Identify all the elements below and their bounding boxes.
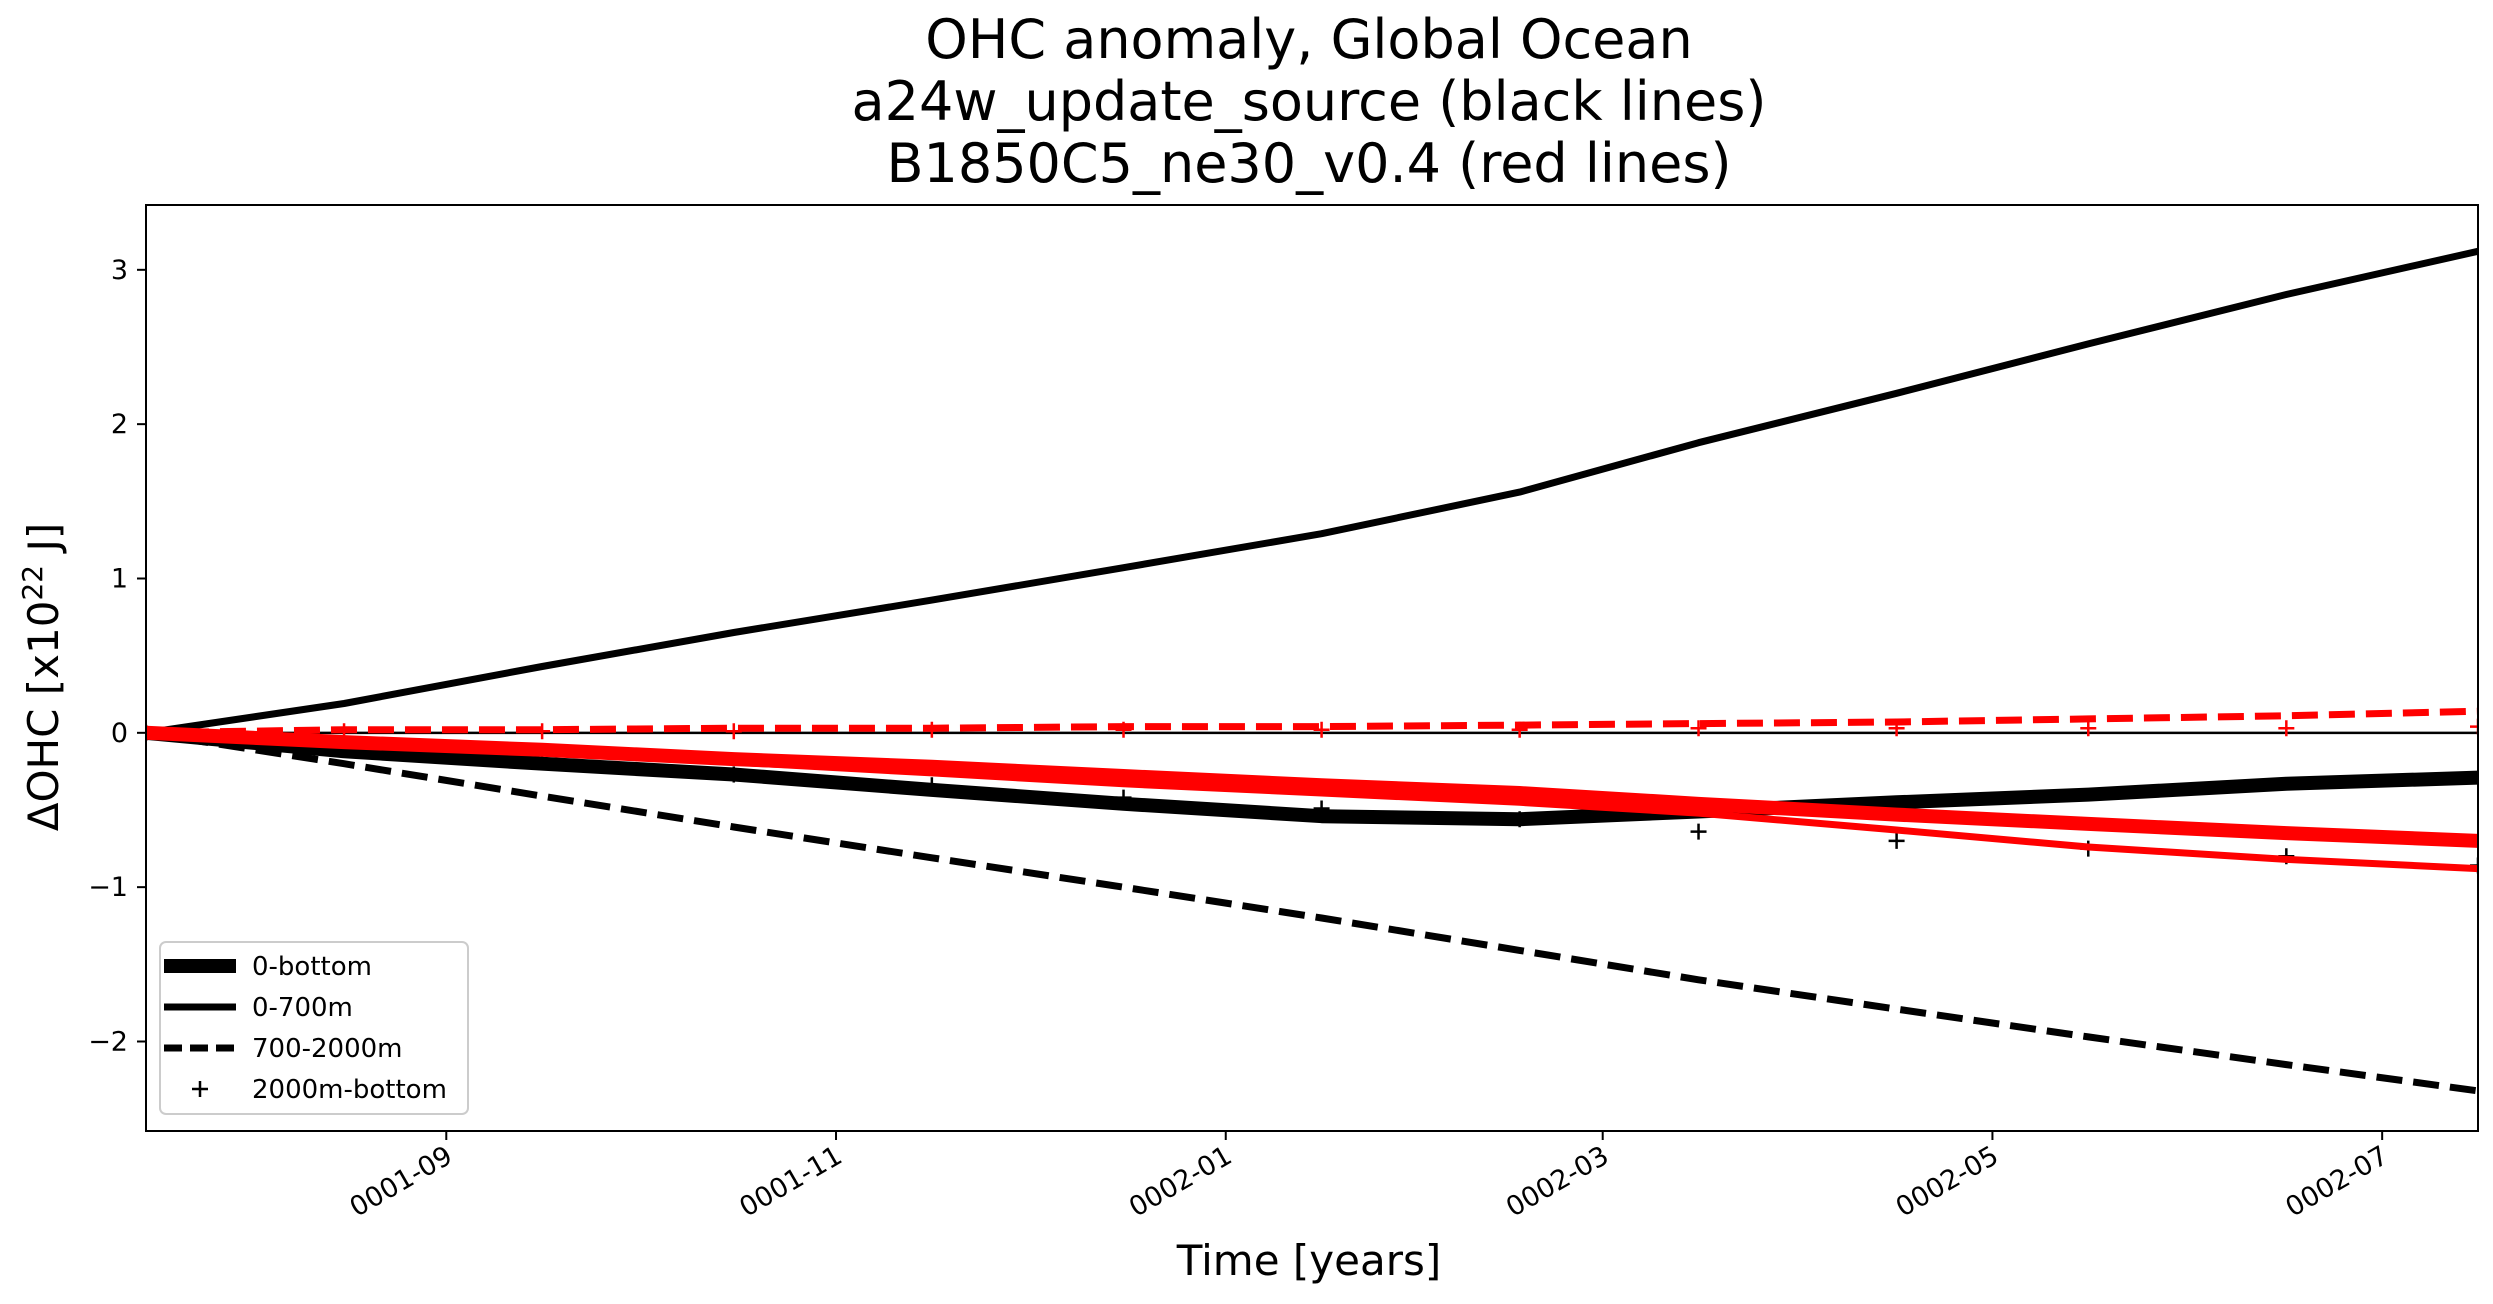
marker-red-2000m-bottom-7 xyxy=(1511,721,1528,738)
series-red-700-2000m xyxy=(146,707,2478,737)
y-tick-label--2: −2 xyxy=(88,1026,128,1057)
x-tick-label-0001-09: 0001-09 xyxy=(345,1140,458,1223)
legend-swatch-2000m-bottom xyxy=(192,1081,208,1097)
plot-area xyxy=(146,247,2478,1095)
y-tick-label-2: 2 xyxy=(111,409,128,440)
x-tick-label-0002-07: 0002-07 xyxy=(2280,1140,2393,1223)
y-tick-label--1: −1 xyxy=(88,872,128,903)
legend-label-2000m-bottom: 2000m-bottom xyxy=(252,1075,447,1105)
legend-label-0-bottom: 0-bottom xyxy=(252,952,372,982)
marker-red-2000m-bottom-11 xyxy=(2278,720,2295,737)
x-tick-label-0002-03: 0002-03 xyxy=(1501,1140,1614,1223)
series-red-0-700m xyxy=(146,729,2478,873)
y-axis-label: ΔOHC [x1022 J] xyxy=(16,523,68,832)
marker-red-2000m-bottom-8 xyxy=(1690,720,1707,737)
marker-red-2000m-bottom-1 xyxy=(336,723,353,740)
y-tick-label-3: 3 xyxy=(111,255,128,286)
chart-title-line-1: OHC anomaly, Global Ocean xyxy=(925,8,1692,71)
marker-black-2000m-bottom-4 xyxy=(923,777,940,794)
y-axis-label-exponent: 22 xyxy=(16,565,49,601)
marker-black-2000m-bottom-7 xyxy=(1511,811,1528,828)
x-tick-label-0002-01: 0002-01 xyxy=(1124,1140,1237,1223)
marker-red-2000m-bottom-4 xyxy=(923,721,940,738)
series-black-0-700m xyxy=(146,247,2478,737)
series-black-700-2000m xyxy=(146,729,2478,1095)
marker-red-2000m-bottom-0 xyxy=(146,724,154,741)
y-axis-label-unit: J] xyxy=(19,523,68,565)
marker-red-2000m-bottom-9 xyxy=(1888,720,1905,737)
marker-black-2000m-bottom-9 xyxy=(1888,832,1905,849)
x-axis-label: Time [years] xyxy=(1176,1236,1442,1285)
marker-red-2000m-bottom-6 xyxy=(1313,721,1330,738)
marker-red-2000m-bottom-3 xyxy=(725,723,742,740)
marker-red-2000m-bottom-12 xyxy=(2470,718,2478,735)
chart-title: OHC anomaly, Global Oceana24w_update_sou… xyxy=(852,8,1767,195)
marker-black-2000m-bottom-8 xyxy=(1690,823,1707,840)
series-layer xyxy=(146,247,2478,1095)
chart-title-line-2: a24w_update_source (black lines) xyxy=(852,70,1767,133)
series-red-2000m-bottom xyxy=(146,718,2478,741)
marker-black-2000m-bottom-3 xyxy=(725,766,742,783)
marker-red-2000m-bottom-5 xyxy=(1115,721,1132,738)
marker-black-2000m-bottom-6 xyxy=(1313,800,1330,817)
chart-title-line-3: B1850C5_ne30_v0.4 (red lines) xyxy=(886,132,1731,195)
legend-box xyxy=(159,941,469,1115)
x-tick-label-0001-11: 0001-11 xyxy=(734,1140,847,1223)
x-tick-label-0002-05: 0002-05 xyxy=(1891,1140,2004,1223)
marker-red-2000m-bottom-10 xyxy=(2080,720,2097,737)
legend-label-0-700m: 0-700m xyxy=(252,993,353,1023)
legend: 0-bottom 0-700m 700-2000m 2000m-bottom xyxy=(159,941,469,1115)
plot-frame xyxy=(145,204,2479,1132)
y-tick-label-1: 1 xyxy=(111,563,128,594)
y-axis-label-main: ΔOHC [x10 xyxy=(19,601,68,832)
marker-black-2000m-bottom-5 xyxy=(1115,789,1132,806)
marker-red-2000m-bottom-2 xyxy=(534,723,551,740)
legend-label-700-2000m: 700-2000m xyxy=(252,1034,403,1064)
y-tick-label-0: 0 xyxy=(111,718,128,749)
marker-black-2000m-bottom-2 xyxy=(534,754,551,771)
